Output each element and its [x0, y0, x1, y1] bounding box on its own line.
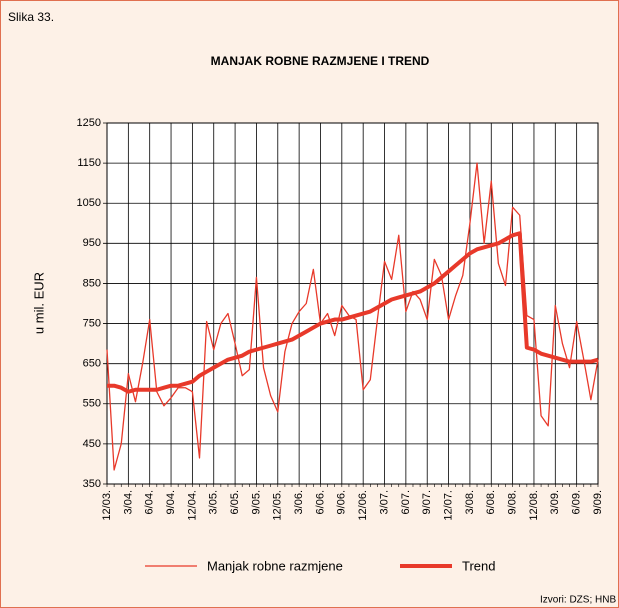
- x-tick-label: 12/07.: [442, 490, 454, 521]
- x-tick-label: 6/05.: [229, 490, 241, 514]
- y-tick-label: 1050: [77, 197, 101, 209]
- x-tick-label: 9/07.: [421, 490, 433, 514]
- y-tick-label: 850: [83, 277, 101, 289]
- y-tick-label: 1150: [77, 157, 101, 169]
- y-tick-label: 550: [83, 398, 101, 410]
- chart-title: MANJAK ROBNE RAZMJENE I TREND: [211, 54, 430, 68]
- legend-label: Trend: [462, 558, 495, 573]
- x-tick-label: 9/05.: [250, 490, 262, 514]
- x-tick-label: 3/08.: [464, 490, 476, 514]
- x-tick-label: 12/06.: [357, 490, 369, 521]
- series-line: [107, 231, 599, 394]
- x-tick-label: 9/09.: [592, 490, 604, 514]
- x-tick-label: 6/08.: [485, 490, 497, 514]
- plot-area: [107, 123, 598, 484]
- x-tick-label: 6/06.: [314, 490, 326, 514]
- y-tick-label: 950: [83, 237, 101, 249]
- figure-label: Slika 33.: [8, 10, 54, 24]
- y-tick-label: 650: [83, 358, 101, 370]
- x-tick-label: 12/03.: [101, 490, 113, 521]
- y-tick-label: 750: [83, 317, 101, 329]
- y-tick-label: 1250: [77, 117, 101, 129]
- x-tick-label: 12/05.: [272, 490, 284, 521]
- plot-frame: [106, 122, 599, 485]
- x-tick-label: 9/04.: [165, 490, 177, 514]
- legend-label: Manjak robne razmjene: [207, 558, 343, 573]
- x-tick-label: 3/09.: [549, 490, 561, 514]
- x-tick-label: 6/07.: [400, 490, 412, 514]
- x-tick-label: 3/05.: [208, 490, 220, 514]
- source: Izvori: DZS; HNB: [540, 595, 616, 606]
- y-tick-label: 450: [83, 438, 101, 450]
- x-tick-label: 6/09.: [571, 490, 583, 514]
- x-tick-label: 9/06.: [336, 490, 348, 514]
- x-tick-label: 12/08.: [528, 490, 540, 521]
- x-tick-label: 9/08.: [507, 490, 519, 514]
- y-tick-label: 350: [83, 478, 101, 490]
- x-tick-label: 3/07.: [378, 490, 390, 514]
- x-tick-label: 6/04.: [144, 490, 156, 514]
- x-tick-label: 12/04.: [186, 490, 198, 521]
- x-tick-label: 3/04.: [122, 490, 134, 514]
- x-tick-label: 3/06.: [293, 490, 305, 514]
- y-axis-label: u mil. EUR: [31, 272, 46, 334]
